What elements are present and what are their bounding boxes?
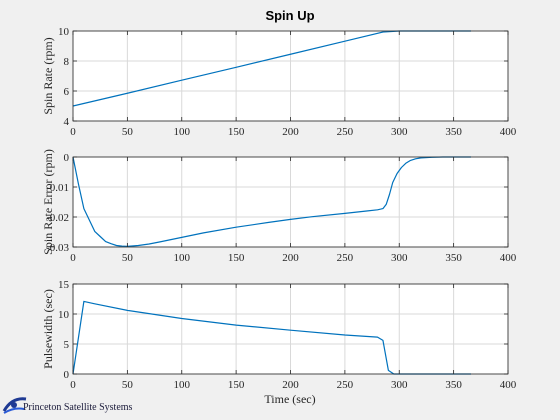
pulsewidth-x-tick-label: 300: [391, 379, 408, 391]
logo-text: Princeton Satellite Systems: [23, 402, 133, 413]
spin-rate-error-y-tick-label: -0.02: [46, 212, 69, 224]
spin-rate-error-x-tick-label: 200: [282, 252, 299, 264]
x-axis-label: Time (sec): [264, 392, 315, 406]
spin-rate-error-x-tick-label: 0: [70, 252, 76, 264]
spin-rate-error-y-tick-label: -0.03: [46, 242, 69, 254]
spin-rate-x-tick-label: 150: [228, 126, 245, 138]
spin-rate-error-x-tick-label: 100: [174, 252, 191, 264]
spin-rate-y-tick-label: 10: [58, 26, 70, 38]
spin-rate-x-tick-label: 300: [391, 126, 408, 138]
axes-spin-rate-error: 0 50 100 150 200 250 300 350 400 -0.03 -0.02 -0.01 0…: [41, 149, 517, 264]
spin-rate-x-tick-label: 350: [445, 126, 462, 138]
spin-rate-x-tick-label: 100: [174, 126, 191, 138]
spin-rate-error-y-tick-label: -0.01: [46, 182, 69, 194]
pulsewidth-x-tick-label: 100: [174, 379, 191, 391]
pulsewidth-x-tick-label: 50: [122, 379, 134, 391]
figure-title: Spin Up: [265, 8, 314, 23]
pulsewidth-y-tick-label: 15: [58, 279, 70, 291]
spin-rate-error-x-tick-label: 300: [391, 252, 408, 264]
spin-rate-error-x-tick-label: 400: [500, 252, 517, 264]
pulsewidth-x-tick-label: 350: [445, 379, 462, 391]
company-logo: [2, 397, 27, 414]
axes-pulsewidth: 0 50 100 150 200 250 300 350 400 0 5 10 15Pulsewidth…: [41, 279, 517, 391]
spin-rate-error-y-axis-label: Spin Rate Error (rpm): [41, 149, 55, 255]
spin-rate-x-tick-label: 200: [282, 126, 299, 138]
pulsewidth-x-tick-label: 200: [282, 379, 299, 391]
spin-rate-x-tick-label: 250: [337, 126, 354, 138]
spin-rate-error-series-line: [72, 156, 472, 247]
spin-rate-y-tick-label: 8: [64, 56, 70, 68]
spin-rate-error-x-tick-label: 150: [228, 252, 245, 264]
spin-rate-y-tick-label: 4: [64, 116, 70, 128]
pulsewidth-x-tick-label: 0: [70, 379, 76, 391]
spin-rate-y-axis-label: Spin Rate (rpm): [41, 37, 55, 114]
pulsewidth-x-tick-label: 150: [228, 379, 245, 391]
spin-rate-x-tick-label: 400: [500, 126, 517, 138]
spin-rate-x-tick-label: 0: [70, 126, 76, 138]
pulsewidth-y-tick-label: 5: [64, 339, 70, 351]
spin-rate-y-tick-label: 6: [64, 86, 70, 98]
pulsewidth-series-line: [72, 300, 472, 375]
pulsewidth-y-axis-label: Pulsewidth (sec): [41, 289, 55, 369]
pulsewidth-x-tick-label: 400: [500, 379, 517, 391]
spin-rate-error-y-tick-label: 0: [64, 152, 70, 164]
spin-rate-error-x-tick-label: 50: [122, 252, 134, 264]
pulsewidth-y-tick-label: 0: [64, 369, 70, 381]
pulsewidth-x-tick-label: 250: [337, 379, 354, 391]
spin-rate-error-x-tick-label: 250: [337, 252, 354, 264]
spin-rate-error-x-tick-label: 350: [445, 252, 462, 264]
pulsewidth-y-tick-label: 10: [58, 309, 70, 321]
spin-rate-x-tick-label: 50: [122, 126, 134, 138]
